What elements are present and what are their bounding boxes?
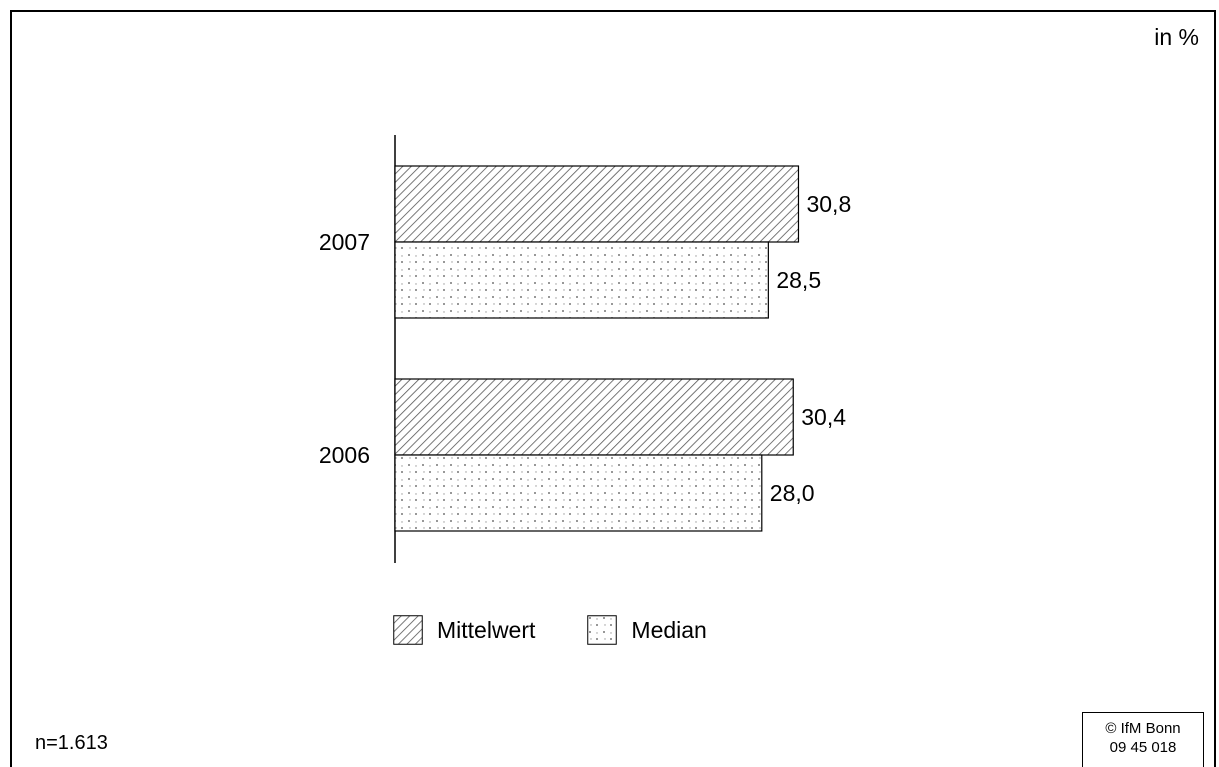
legend-item-mittelwert: Mittelwert	[393, 615, 535, 645]
bars-layer: 30,8 28,5 2007 30,4 28,0 2006	[319, 165, 851, 532]
legend-swatch-median	[587, 615, 618, 645]
category-label-2006: 2006	[319, 442, 370, 468]
bar-median-2007	[394, 241, 769, 319]
value-label-mittelwert-2006: 30,4	[801, 404, 846, 430]
category-label-2007: 2007	[319, 229, 370, 255]
credit-line-1: © IfM Bonn	[1105, 720, 1181, 737]
bar-mittelwert-2007	[394, 165, 800, 243]
legend-swatch-mittelwert	[393, 615, 423, 645]
legend: Mittelwert Median	[393, 615, 759, 645]
bar-median-2006	[394, 454, 763, 532]
legend-label-median: Median	[631, 616, 707, 643]
unit-label: in %	[1154, 24, 1199, 50]
sample-size-label: n=1.613	[35, 732, 108, 754]
value-label-mittelwert-2007: 30,8	[806, 191, 851, 217]
credit-line-2: 09 45 018	[1109, 739, 1177, 756]
credit-box: © IfM Bonn 09 45 018	[1082, 712, 1204, 767]
legend-label-mittelwert: Mittelwert	[437, 616, 536, 643]
value-label-median-2006: 28,0	[770, 480, 815, 506]
legend-item-median: Median	[587, 615, 707, 645]
chart-frame	[10, 10, 1216, 767]
value-label-median-2007: 28,5	[776, 267, 821, 293]
bar-mittelwert-2006	[394, 378, 794, 456]
